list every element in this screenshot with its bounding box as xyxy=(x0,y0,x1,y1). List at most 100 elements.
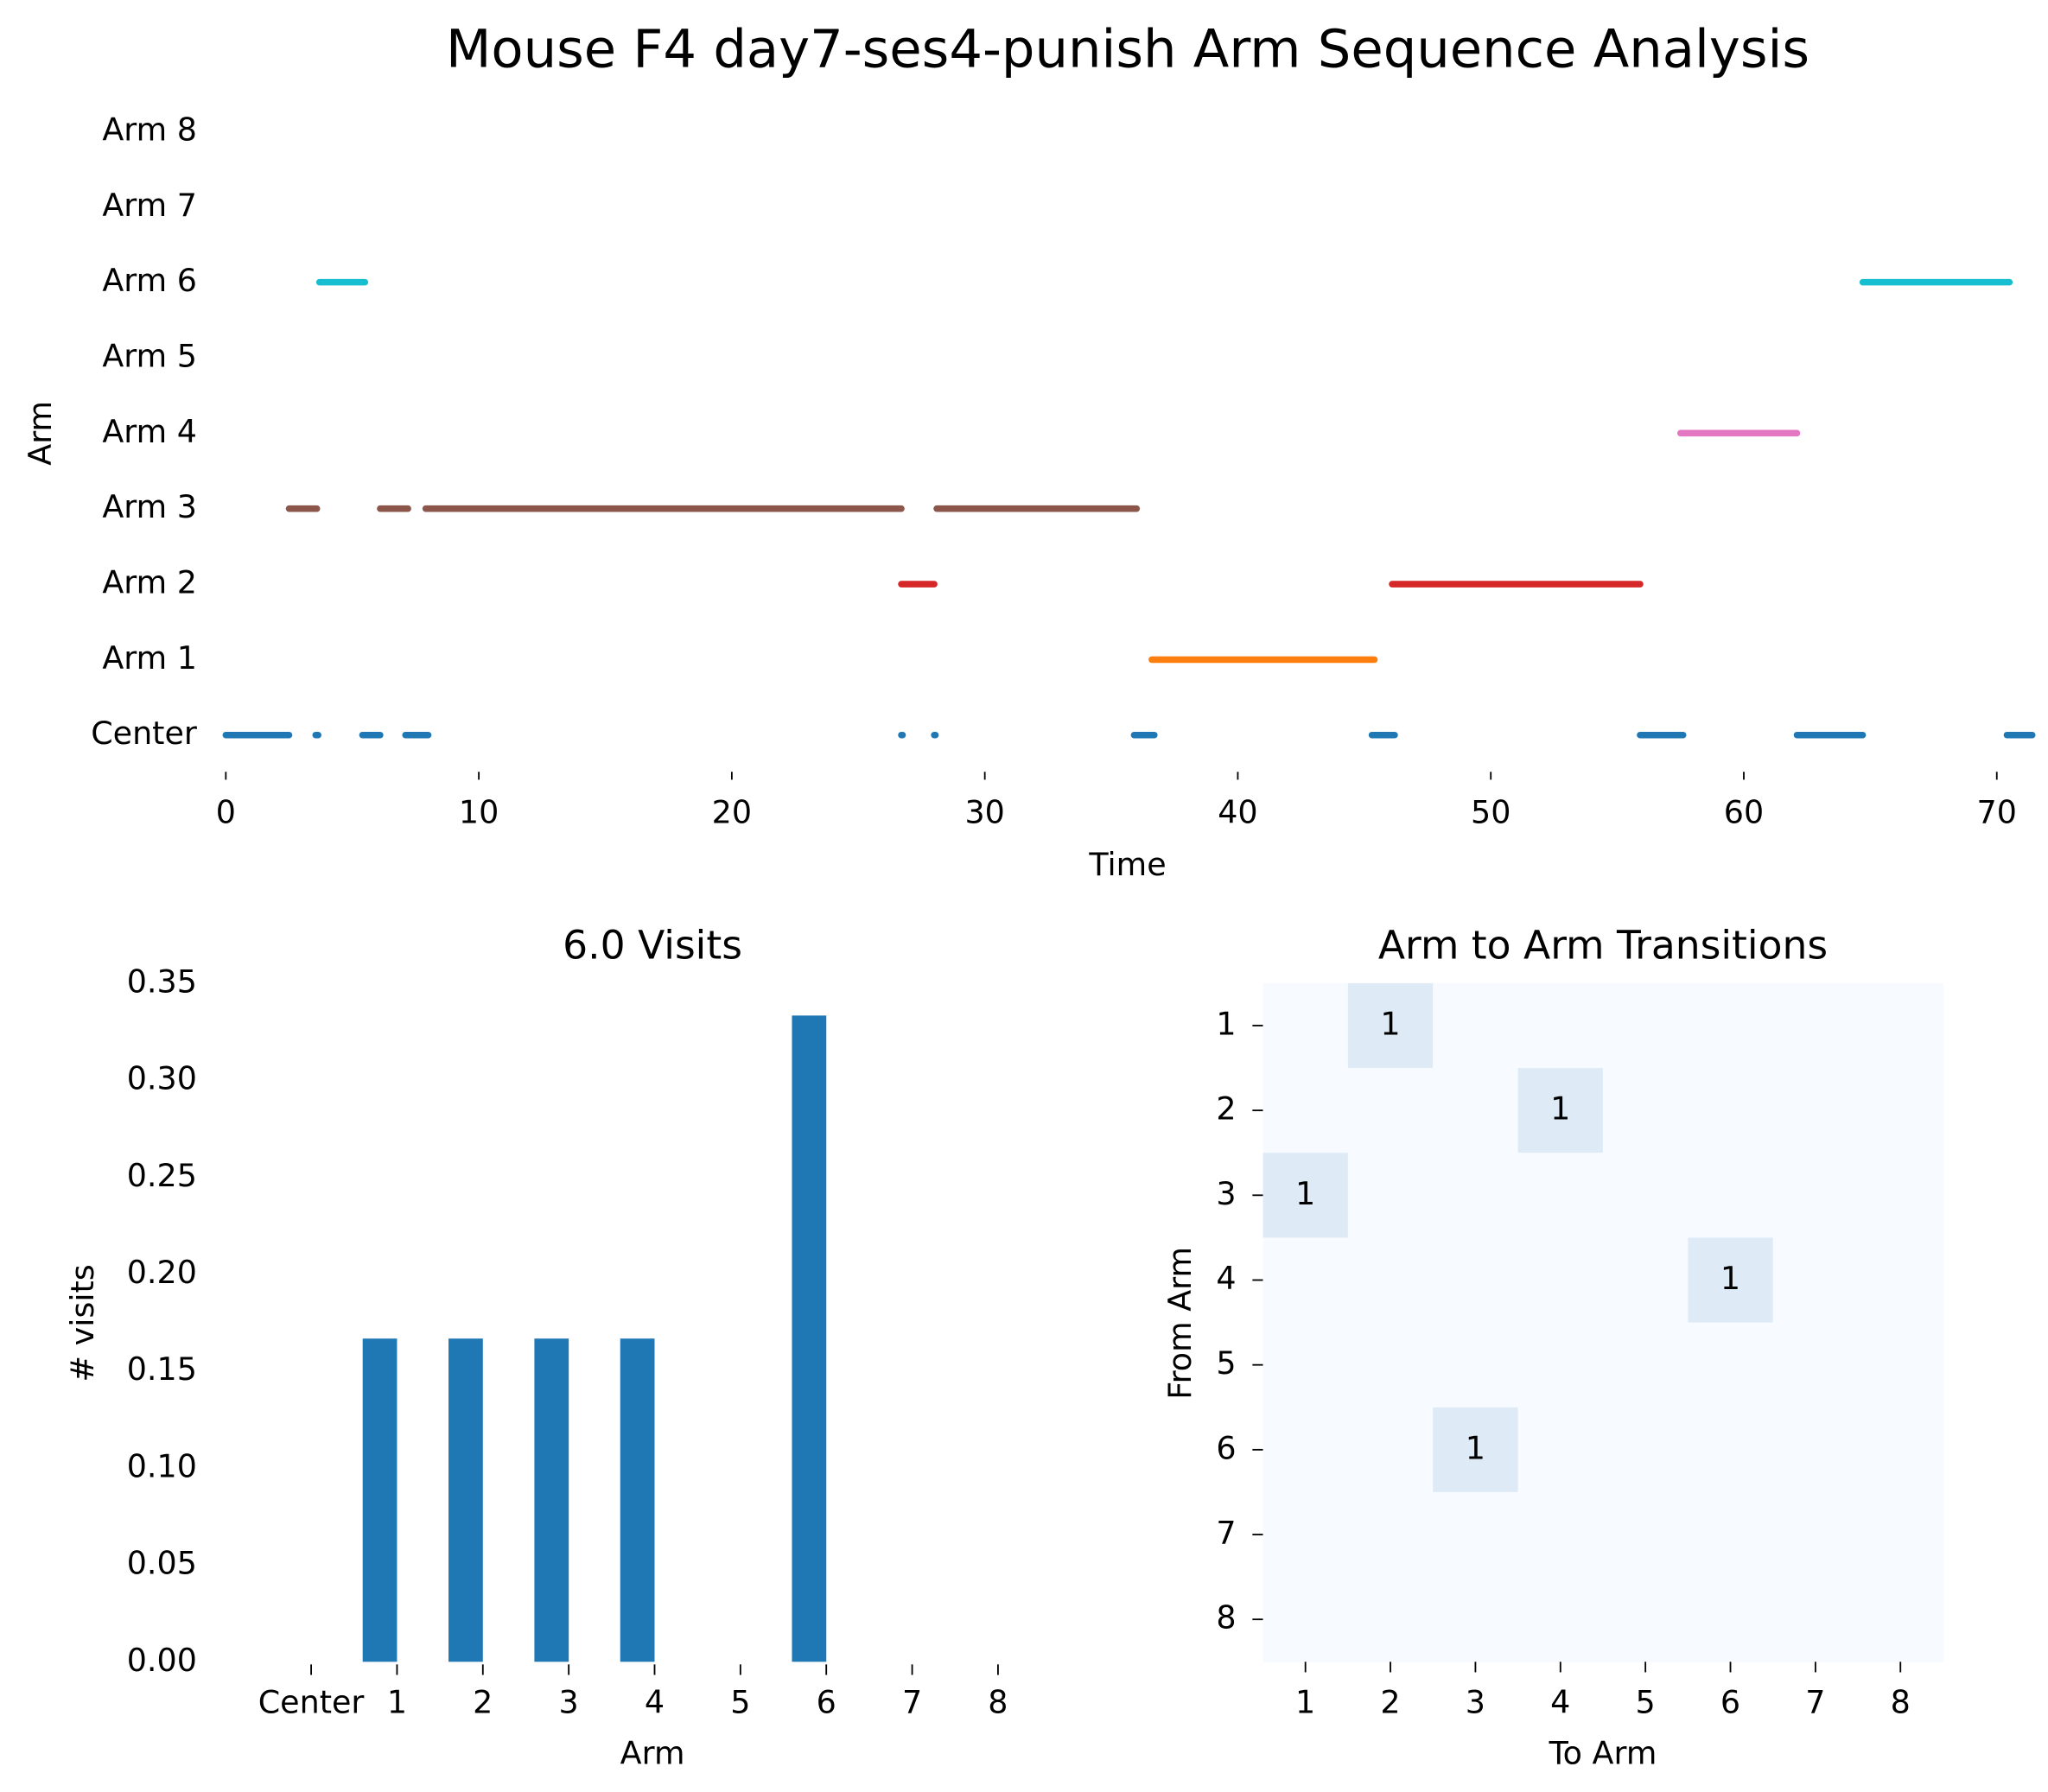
x-tick-label: 6 xyxy=(1720,1683,1740,1720)
x-tick-label: 2 xyxy=(1380,1683,1400,1720)
x-tick-label: 4 xyxy=(1550,1683,1570,1720)
x-tick-label: 50 xyxy=(1471,793,1511,830)
heatmap-cell xyxy=(1602,1068,1689,1153)
heatmap-cell xyxy=(1688,982,1774,1069)
y-tick-label: Arm 2 xyxy=(102,564,197,601)
y-tick-label: 0.25 xyxy=(127,1157,197,1194)
y-tick-label: Center xyxy=(91,715,197,752)
heatmap-cell xyxy=(1602,1322,1689,1408)
x-tick-label: 5 xyxy=(1636,1683,1656,1720)
y-tick-label: 4 xyxy=(1216,1260,1236,1297)
heatmap-cell xyxy=(1772,1153,1859,1239)
heatmap-cell xyxy=(1858,1491,1944,1578)
x-tick-label: Center xyxy=(258,1683,365,1720)
x-tick-label: 5 xyxy=(730,1683,750,1720)
heatmap-cell xyxy=(1858,982,1944,1069)
y-tick-label: 0.00 xyxy=(127,1642,197,1679)
heatmap-cell xyxy=(1347,982,1434,1069)
y-tick-label: Arm 4 xyxy=(102,413,197,450)
y-tick-label: 6 xyxy=(1216,1429,1236,1466)
x-tick-label: 4 xyxy=(645,1683,665,1720)
y-tick-label: 1 xyxy=(1216,1005,1236,1042)
x-axis-label: To Arm xyxy=(1549,1735,1657,1772)
x-tick-label: 2 xyxy=(473,1683,493,1720)
heatmap-cell xyxy=(1688,1577,1774,1663)
heatmap-cell xyxy=(1347,1322,1434,1408)
y-tick-label: Arm 3 xyxy=(102,488,197,525)
cell-label: 1 xyxy=(1380,1005,1400,1042)
y-tick-label: Arm 8 xyxy=(102,111,197,148)
x-axis-label: Arm xyxy=(620,1735,685,1772)
y-tick-label: 0.15 xyxy=(127,1350,197,1388)
heatmap-cell xyxy=(1433,1491,1519,1578)
y-tick-label: Arm 7 xyxy=(102,187,197,224)
heatmap-cell xyxy=(1263,1491,1349,1578)
heatmap-cell xyxy=(1688,1068,1774,1153)
y-tick-label: 8 xyxy=(1216,1599,1236,1636)
heatmap-cell xyxy=(1263,1577,1349,1663)
heatmap-cell xyxy=(1688,1407,1774,1493)
bar xyxy=(448,1338,483,1662)
y-tick-label: Arm 6 xyxy=(102,262,197,299)
heatmap-cell xyxy=(1602,1407,1689,1493)
heatmap-cell xyxy=(1688,1153,1774,1239)
heatmap-cell xyxy=(1772,1322,1859,1408)
x-tick-label: 3 xyxy=(559,1683,579,1720)
heatmap-cell xyxy=(1858,1068,1944,1153)
heatmap-cell xyxy=(1858,1237,1944,1324)
heatmap-cell xyxy=(1602,1577,1689,1663)
heatmap-cell xyxy=(1772,982,1859,1069)
bar xyxy=(620,1338,655,1662)
cell-label: 1 xyxy=(1466,1429,1485,1466)
bar xyxy=(362,1338,398,1662)
x-tick-label: 8 xyxy=(1891,1683,1911,1720)
x-tick-label: 70 xyxy=(1977,793,2017,830)
x-tick-label: 40 xyxy=(1218,793,1257,830)
heatmap-cell xyxy=(1517,1153,1604,1239)
heatmap-cell xyxy=(1517,1068,1604,1153)
heatmap-cell xyxy=(1517,1322,1604,1408)
x-tick-label: 1 xyxy=(387,1683,407,1720)
y-tick-label: 0.20 xyxy=(127,1254,197,1291)
heatmap-cell xyxy=(1517,1407,1604,1493)
heatmap-cell xyxy=(1433,1153,1519,1239)
x-tick-label: 6 xyxy=(817,1683,836,1720)
x-tick-label: 7 xyxy=(1805,1683,1825,1720)
heatmap-cell xyxy=(1347,1237,1434,1324)
y-tick-label: 0.35 xyxy=(127,963,197,1000)
heatmap-cell xyxy=(1433,982,1519,1069)
heatmap-cell xyxy=(1263,1322,1349,1408)
y-tick-label: Arm 1 xyxy=(102,639,197,677)
y-axis-label: # visits xyxy=(64,1264,101,1382)
y-tick-label: Arm 5 xyxy=(102,337,197,374)
cell-label: 1 xyxy=(1550,1090,1570,1128)
heatmap-cell xyxy=(1347,1153,1434,1239)
heatmap-cell xyxy=(1688,1237,1774,1324)
y-tick-label: 2 xyxy=(1216,1090,1236,1128)
x-tick-label: 3 xyxy=(1466,1683,1485,1720)
heatmap-cell xyxy=(1602,1237,1689,1324)
heatmap-cell xyxy=(1688,1491,1774,1578)
cell-label: 1 xyxy=(1295,1175,1315,1212)
heatmap-cell xyxy=(1772,1491,1859,1578)
heatmap-cell xyxy=(1602,1491,1689,1578)
x-tick-label: 1 xyxy=(1295,1683,1315,1720)
heatmap-cell xyxy=(1772,1237,1859,1324)
cell-label: 1 xyxy=(1720,1260,1740,1297)
heatmap-cell xyxy=(1433,1577,1519,1663)
heatmap-cell xyxy=(1858,1407,1944,1493)
heatmap-cell xyxy=(1347,1577,1434,1663)
x-tick-label: 8 xyxy=(988,1683,1008,1720)
heatmap-cell xyxy=(1858,1577,1944,1663)
subplot-title: Arm to Arm Transitions xyxy=(1378,922,1828,968)
heatmap-cell xyxy=(1517,1491,1604,1578)
x-tick-label: 7 xyxy=(902,1683,922,1720)
heatmap-cell xyxy=(1263,982,1349,1069)
heatmap-cell xyxy=(1688,1322,1774,1408)
bar xyxy=(534,1338,569,1662)
heatmap-cell xyxy=(1433,1322,1519,1408)
y-tick-label: 5 xyxy=(1216,1344,1236,1382)
x-tick-label: 0 xyxy=(216,793,236,830)
heatmap-cell xyxy=(1347,1068,1434,1153)
